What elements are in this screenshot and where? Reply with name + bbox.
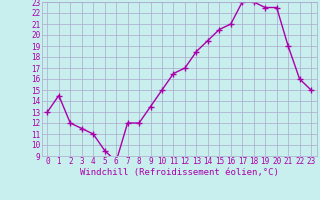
X-axis label: Windchill (Refroidissement éolien,°C): Windchill (Refroidissement éolien,°C): [80, 168, 279, 177]
